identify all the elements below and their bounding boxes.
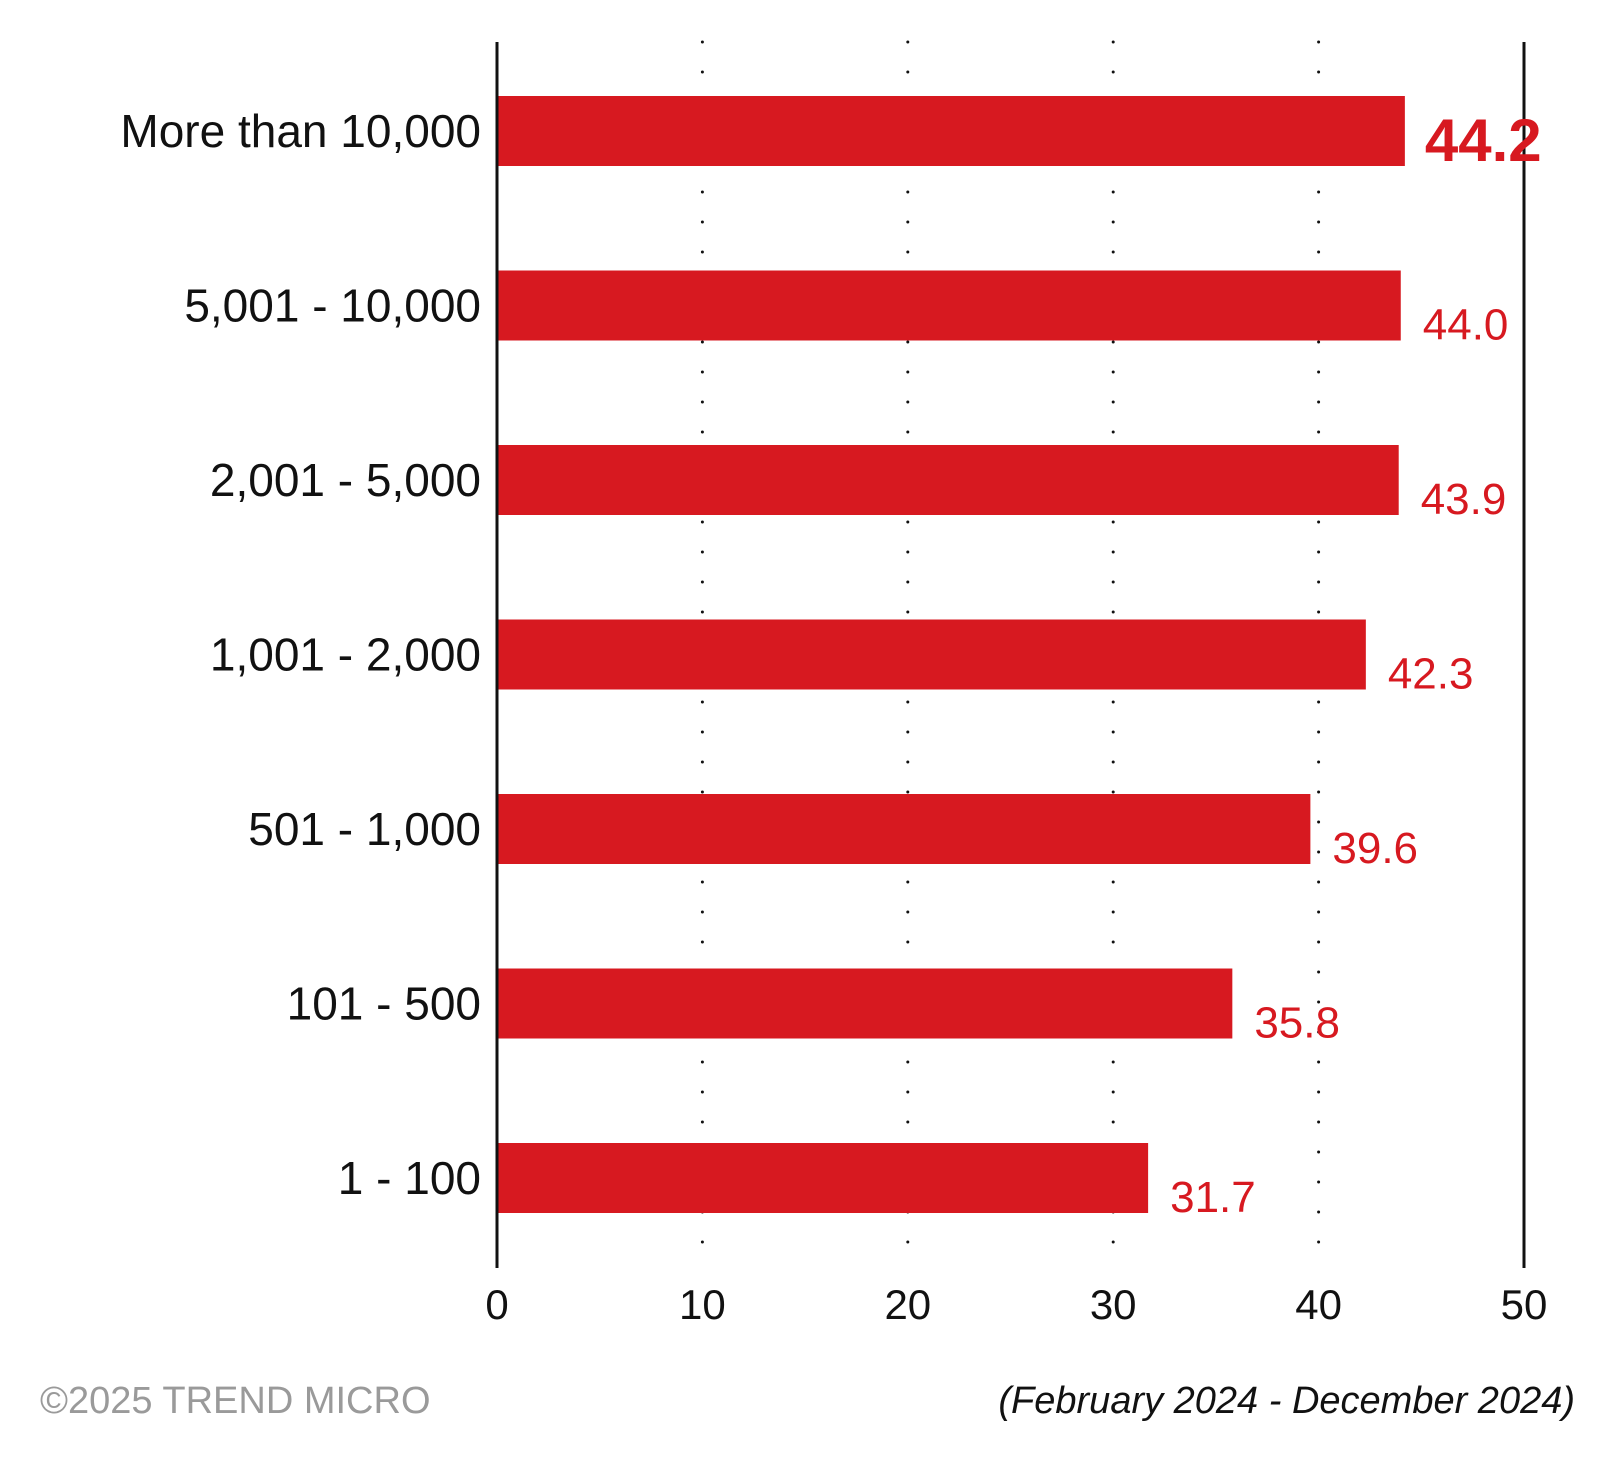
category-label: 2,001 - 5,000 — [210, 454, 481, 506]
value-label: 42.3 — [1388, 650, 1474, 699]
category-label: 1,001 - 2,000 — [210, 629, 481, 681]
x-tick-label: 20 — [884, 1281, 931, 1328]
value-label: 44.0 — [1423, 301, 1509, 350]
bar-1 — [497, 270, 1401, 341]
bar-6 — [497, 1143, 1149, 1213]
category-label: 501 - 1,000 — [248, 803, 481, 855]
value-label: 43.9 — [1421, 475, 1507, 524]
value-label: 39.6 — [1332, 824, 1418, 873]
bar-2 — [497, 445, 1399, 515]
period-text: (February 2024 - December 2024) — [998, 1380, 1575, 1422]
bar-0 — [497, 96, 1405, 166]
bar-3 — [497, 619, 1366, 690]
x-tick-label: 40 — [1295, 1281, 1342, 1328]
category-label: More than 10,000 — [120, 105, 481, 157]
bar-4 — [497, 794, 1311, 864]
value-label: 35.8 — [1254, 999, 1340, 1048]
copyright-text: ©2025 TREND MICRO — [40, 1380, 431, 1422]
value-label: 31.7 — [1170, 1173, 1256, 1222]
category-label: 5,001 - 10,000 — [184, 280, 481, 332]
bar-5 — [497, 968, 1233, 1039]
category-label: 1 - 100 — [338, 1152, 481, 1204]
x-tick-label: 10 — [679, 1281, 726, 1328]
x-tick-label: 30 — [1090, 1281, 1137, 1328]
category-label: 101 - 500 — [287, 978, 481, 1030]
value-label: 44.2 — [1425, 107, 1542, 174]
x-tick-label: 0 — [485, 1281, 508, 1328]
x-tick-label: 50 — [1501, 1281, 1548, 1328]
